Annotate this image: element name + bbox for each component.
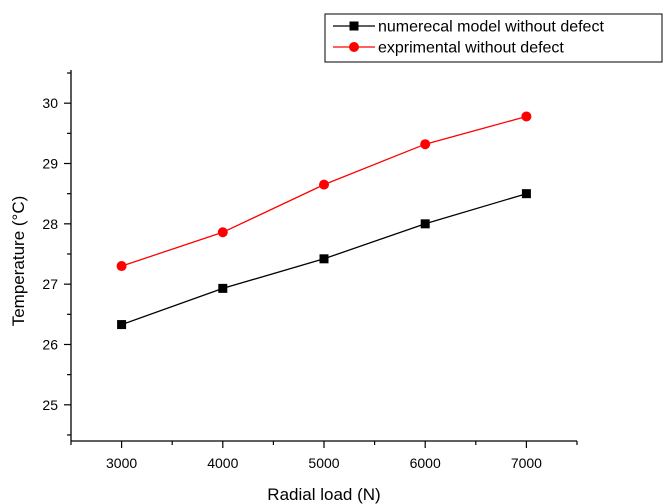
y-tick-label: 26 (42, 336, 58, 352)
y-tick-label: 27 (42, 276, 58, 292)
series-1 (117, 189, 531, 330)
x-tick-label: 3000 (106, 455, 137, 471)
y-tick-label: 25 (42, 397, 58, 413)
data-point-square (218, 283, 228, 293)
data-point-square (117, 320, 127, 330)
y-tick-label: 28 (42, 216, 58, 232)
series-layer (116, 111, 532, 330)
y-tick-label: 29 (42, 156, 58, 172)
x-tick-label: 7000 (511, 455, 542, 471)
legend-label: numerecal model without defect (378, 19, 604, 36)
x-axis-title: Radial load (N) (267, 485, 380, 504)
axes: 3000 4000 5000 6000 7000 25 26 27 28 29 30 (42, 70, 578, 471)
data-point-square (521, 189, 531, 199)
data-point-circle (521, 111, 532, 122)
y-tick-label: 30 (42, 95, 58, 111)
y-axis-title: Temperature (°C) (9, 196, 28, 327)
data-point-circle (116, 261, 127, 272)
legend: numerecal model without defect exprimenta… (324, 13, 663, 63)
legend-marker-square (349, 21, 359, 31)
data-point-square (420, 219, 430, 229)
data-point-square (319, 254, 329, 264)
series-2 (116, 111, 532, 272)
data-point-circle (319, 179, 329, 190)
data-point-circle (217, 227, 228, 238)
legend-marker-circle (349, 42, 359, 52)
data-point-circle (420, 139, 431, 150)
x-tick-label: 4000 (207, 455, 238, 471)
series-line (121, 115, 527, 267)
x-tick-label: 5000 (308, 455, 339, 471)
x-tick-label: 6000 (410, 455, 441, 471)
legend-box (324, 13, 663, 63)
legend-label: exprimental without defect (378, 40, 564, 57)
